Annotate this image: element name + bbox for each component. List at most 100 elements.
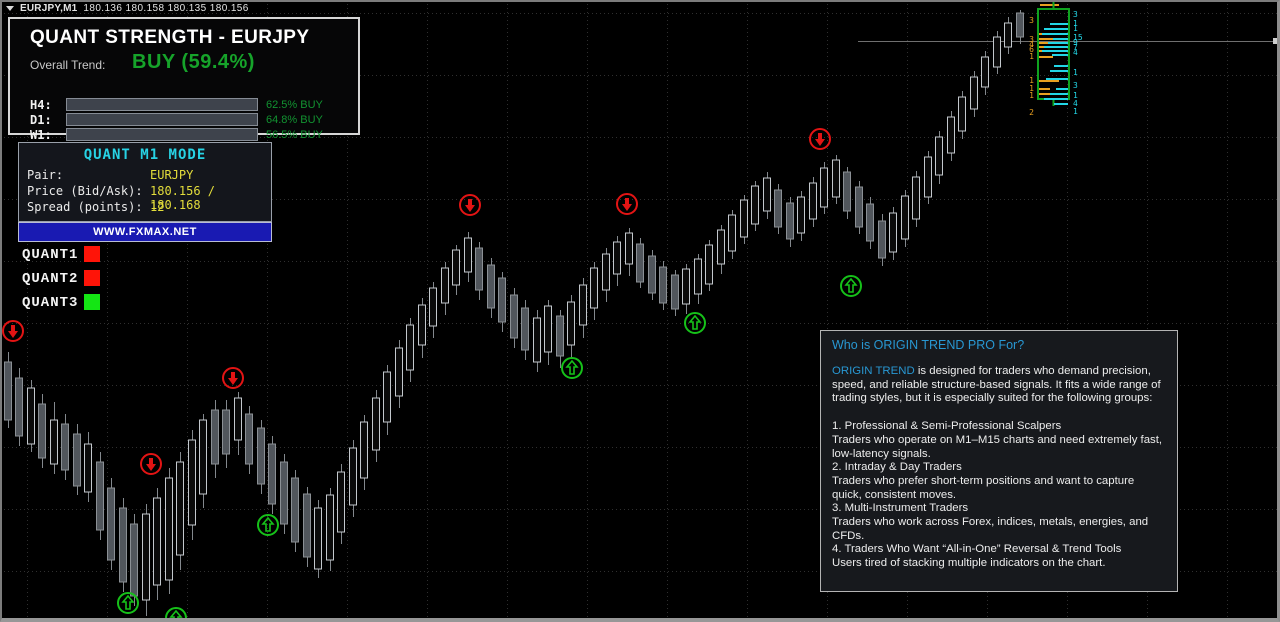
- candle-bull: [924, 156, 932, 198]
- buy-signal-circle-icon: [117, 592, 139, 614]
- candle-bear: [648, 255, 656, 294]
- candle-bull: [326, 494, 334, 561]
- candle-bear: [4, 361, 12, 421]
- candle-bear: [786, 202, 794, 240]
- candle-bear: [498, 277, 506, 323]
- candle-bull: [590, 267, 598, 309]
- candle-bear: [671, 274, 679, 310]
- candle-bear: [257, 427, 265, 485]
- legend-color-swatch: [84, 270, 100, 286]
- candle-bull: [349, 447, 357, 506]
- candle-bull: [395, 347, 403, 397]
- legend-color-swatch: [84, 294, 100, 310]
- depth-label-right: 1: [1073, 19, 1078, 28]
- overall-trend-value: BUY (59.4%): [132, 51, 255, 73]
- chart-dropdown-icon[interactable]: [6, 6, 14, 11]
- fxmax-link-banner[interactable]: WWW.FXMAX.NET: [18, 222, 272, 242]
- candle-bull: [153, 497, 161, 586]
- candle-bear: [556, 315, 564, 357]
- candle-bull: [751, 185, 759, 225]
- info-item-title: 2. Intraday & Day Traders: [832, 461, 962, 474]
- candle-bull: [889, 212, 897, 253]
- candle-bull: [234, 397, 242, 441]
- price-line-tick: [1273, 38, 1280, 44]
- legend-label: QUANT1: [22, 247, 79, 263]
- candle-bull: [740, 199, 748, 238]
- candle-bull: [441, 267, 449, 304]
- info-item-desc: Users tired of stacking multiple indicat…: [832, 557, 1106, 570]
- candle-bull: [27, 387, 35, 445]
- depth-label-left: 1: [1029, 84, 1034, 93]
- candle-bear: [1016, 12, 1024, 38]
- candle-bull: [993, 36, 1001, 68]
- legend-label: QUANT3: [22, 295, 79, 311]
- candle-bull: [372, 397, 380, 451]
- sell-arrow-down-icon: [8, 325, 18, 338]
- candle-bull: [533, 317, 541, 363]
- candle-bear: [107, 487, 115, 561]
- candle-bear: [73, 433, 81, 487]
- candle-bull: [199, 419, 207, 495]
- candle-bull: [809, 182, 817, 220]
- chart-ohlc-quotes: 180.136 180.158 180.135 180.156: [83, 3, 249, 14]
- candle-bear: [268, 443, 276, 505]
- info-item-title: 1. Professional & Semi-Professional Scal…: [832, 420, 1062, 433]
- buy-arrow-up-icon: [688, 314, 702, 330]
- info-item-desc: Traders who work across Forex, indices, …: [832, 516, 1149, 542]
- candle-bear: [878, 220, 886, 259]
- chart-title-bar: EURJPY,M1 180.136 180.158 180.135 180.15…: [6, 3, 249, 14]
- sell-signal-circle-icon: [459, 194, 481, 216]
- candle-bull: [705, 244, 713, 285]
- candle-bull: [832, 159, 840, 198]
- candle-bull: [176, 461, 184, 556]
- candle-bull: [544, 305, 552, 353]
- candle-bull: [188, 439, 196, 526]
- depth-label-right: 1: [1073, 68, 1078, 77]
- candle-bear: [475, 247, 483, 291]
- candle-bull: [947, 116, 955, 154]
- mode-row-value: 180.156 / 180.168: [150, 184, 216, 212]
- mode-panel-title: QUANT M1 MODE: [83, 147, 207, 163]
- quant-m1-mode-panel: QUANT M1 MODE Pair: EURJPY Price (Bid/As…: [18, 142, 272, 222]
- info-item-desc: Traders who operate on M1–M15 charts and…: [832, 433, 1163, 460]
- depth-label-right: 1: [1073, 91, 1078, 100]
- candle-bull: [360, 421, 368, 479]
- candle-bull: [142, 513, 150, 601]
- depth-label-left: 3: [1029, 16, 1034, 25]
- candle-bear: [119, 507, 127, 583]
- candle-bull: [912, 176, 920, 220]
- depth-label-right: 1: [1073, 24, 1078, 33]
- strength-row-w1: W1: 56.5% BUY: [10, 128, 358, 142]
- buy-signal-circle-icon: [561, 357, 583, 379]
- buy-arrow-up-icon: [169, 609, 183, 622]
- sell-signal-circle-icon: [809, 128, 831, 150]
- depth-label-right: 1: [1073, 107, 1078, 116]
- candle-bull: [625, 232, 633, 265]
- candle-bull: [797, 196, 805, 234]
- candle-bear: [510, 294, 518, 339]
- candle-bull: [970, 76, 978, 110]
- candle-bear: [774, 189, 782, 228]
- candle-bull: [728, 214, 736, 252]
- strength-percent: 64.8% BUY: [266, 114, 323, 126]
- sell-arrow-down-icon: [622, 198, 632, 211]
- candle-bear: [222, 409, 230, 455]
- depth-label-left: 4: [1029, 40, 1034, 49]
- overall-trend-label: Overall Trend:: [30, 58, 106, 72]
- legend-label: QUANT2: [22, 271, 79, 287]
- depth-label-right: 15: [1073, 33, 1083, 42]
- candle-bear: [280, 461, 288, 525]
- buy-signal-circle-icon: [840, 275, 862, 297]
- candle-bull: [613, 241, 621, 275]
- sell-arrow-down-icon: [465, 199, 475, 212]
- candle-bear: [61, 423, 69, 471]
- candle-bear: [291, 477, 299, 543]
- depth-label-right: 4: [1073, 99, 1078, 108]
- candle-bull: [820, 167, 828, 208]
- info-intro-rest: is designed for traders who demand preci…: [832, 365, 1161, 405]
- candle-bear: [636, 243, 644, 283]
- buy-arrow-up-icon: [121, 594, 135, 610]
- candle-bull: [579, 284, 587, 326]
- candle-bull: [567, 301, 575, 346]
